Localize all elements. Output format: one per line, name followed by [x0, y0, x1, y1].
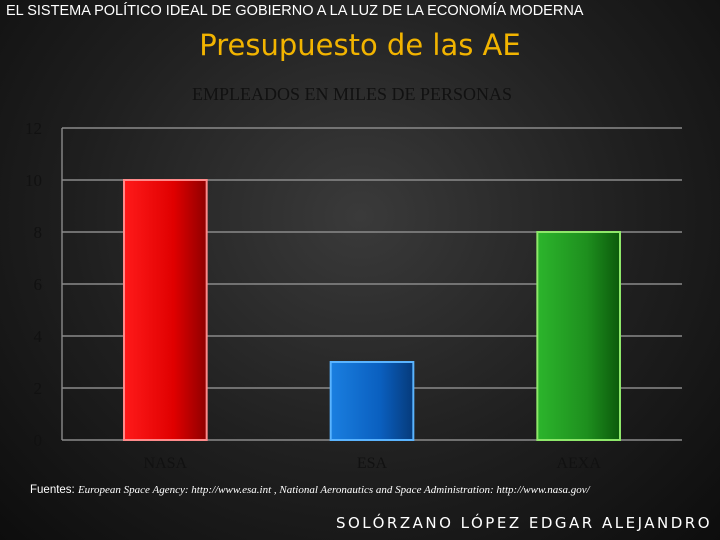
sources-label: Fuentes: — [30, 484, 75, 496]
chart-title: EMPLEADOS EN MILES DE PERSONAS — [192, 84, 512, 104]
y-tick-label: 12 — [25, 119, 42, 138]
sources-note: Fuentes: European Space Agency: http://w… — [30, 484, 720, 496]
x-axis-labels: NASA ESA AEXA — [144, 455, 602, 472]
y-tick-label: 8 — [34, 223, 43, 242]
bar-esa — [329, 361, 415, 441]
y-tick-label: 4 — [34, 327, 43, 346]
bar-nasa — [123, 179, 208, 441]
x-category-label: ESA — [357, 455, 388, 472]
slide-title: Presupuesto de las AE — [199, 28, 521, 62]
bar-chart: EMPLEADOS EN MILES DE PERSONAS 0 2 4 6 8 10 12… — [0, 78, 720, 478]
author-name: SOLÓRZANO LÓPEZ EDGAR ALEJANDRO — [335, 514, 712, 532]
sources-text: European Space Agency: http://www.esa.in… — [77, 484, 590, 496]
x-category-label: AEXA — [556, 455, 601, 472]
x-category-label: NASA — [144, 455, 188, 472]
y-tick-label: 6 — [34, 275, 43, 294]
bar-chart-svg: EMPLEADOS EN MILES DE PERSONAS 0 2 4 6 8 10 12… — [25, 84, 682, 472]
y-axis-ticks: 0 2 4 6 8 10 12 — [25, 119, 43, 450]
y-tick-label: 10 — [25, 171, 42, 190]
presentation-header: EL SISTEMA POLÍTICO IDEAL DE GOBIERNO A … — [6, 3, 584, 19]
y-tick-label: 0 — [34, 431, 43, 450]
bar-aexa — [536, 231, 621, 441]
y-tick-label: 2 — [34, 379, 43, 398]
bars — [123, 179, 621, 441]
